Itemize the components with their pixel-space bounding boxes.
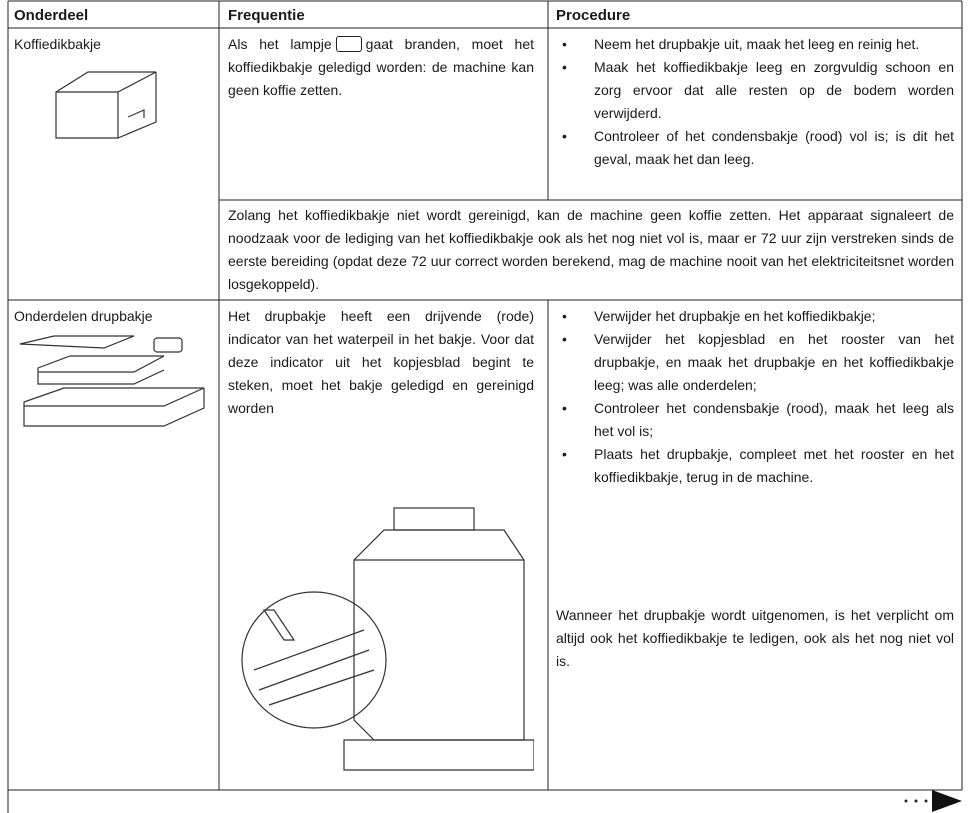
frequency-text: Als het lampje gaat branden, moet het kof… — [228, 33, 534, 102]
column-header: Onderdeel — [14, 7, 89, 24]
text: Als het lampje — [228, 36, 332, 52]
procedure-step: Maak het koffiedikbakje leeg en zorgvuld… — [556, 56, 954, 125]
lamp-icon — [335, 36, 362, 52]
part-name: Koffiedikbakje — [14, 36, 101, 52]
text: gaat branden, moet het koffiedikbakje ge… — [228, 36, 534, 98]
column-header: Frequentie — [228, 7, 305, 24]
procedure-step: Neem het drupbakje uit, maak het leeg en… — [556, 33, 954, 56]
column-header: Procedure — [556, 7, 631, 24]
procedure-step: Plaats het drupbakje, compleet met het r… — [556, 443, 954, 489]
procedure-step: Verwijder het kopjesblad en het rooster … — [556, 328, 954, 397]
illustration — [241, 507, 534, 771]
procedure-step: Verwijder het drupbakje en het koffiedik… — [556, 305, 954, 328]
note: Zolang het koffiedikbakje niet wordt ger… — [228, 207, 954, 292]
procedure-step: Controleer of het condensbakje (rood) vo… — [556, 125, 954, 171]
illustration — [19, 335, 205, 427]
procedure-step: Controleer het condensbakje (rood), maak… — [556, 397, 954, 443]
procedure-list: Verwijder het drupbakje en het koffiedik… — [556, 305, 954, 489]
frequency-text: Het drupbakje heeft een drijvende (rode)… — [228, 308, 534, 416]
procedure-note: Wanneer het drupbakje wordt uitgenomen, … — [556, 607, 954, 669]
illustration — [55, 71, 157, 139]
part-name: Onderdelen drupbakje — [14, 308, 153, 324]
procedure-list: Neem het drupbakje uit, maak het leeg en… — [556, 33, 954, 171]
